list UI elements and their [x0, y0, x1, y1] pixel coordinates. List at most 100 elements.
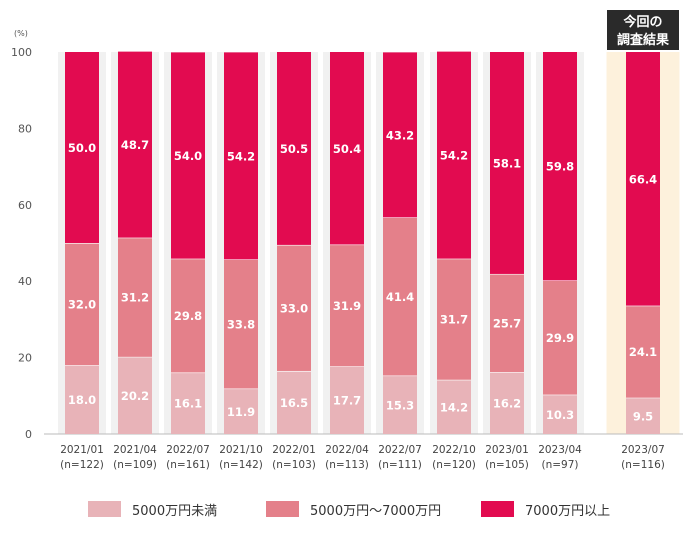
- data-label-4-series-2: 50.5: [280, 142, 308, 156]
- bar-5-series-1: [330, 244, 364, 367]
- bar-10-series-0: [626, 397, 660, 434]
- x-tick-date-4: 2022/01: [272, 444, 316, 456]
- y-tick-label-0: 0: [25, 428, 32, 441]
- highlight-label-line-1: 調査結果: [617, 32, 669, 48]
- bar-0-series-1: [65, 243, 99, 366]
- x-tick-date-2: 2022/07: [166, 444, 210, 456]
- x-tick-n-2: (n=161): [166, 459, 210, 471]
- legend-item-over-70m: 7000万円以上: [481, 497, 610, 521]
- bar-9-series-0: [543, 394, 577, 434]
- bar-0-series-2: [65, 52, 99, 243]
- x-tick-date-7: 2022/10: [432, 444, 476, 456]
- data-label-7-series-1: 31.7: [440, 313, 468, 327]
- bar-3-series-2: [224, 52, 258, 260]
- data-label-7-series-2: 54.2: [440, 149, 468, 163]
- legend-swatch-over-70m: [481, 501, 514, 517]
- data-label-0-series-2: 50.0: [68, 141, 96, 155]
- bar-1-series-1: [118, 237, 152, 357]
- data-label-6-series-0: 15.3: [386, 398, 414, 412]
- data-label-3-series-0: 11.9: [227, 405, 255, 419]
- bar-8-series-0: [490, 372, 524, 434]
- data-label-1-series-1: 31.2: [121, 291, 149, 305]
- x-tick-date-0: 2021/01: [60, 444, 104, 456]
- y-tick-label-20: 20: [18, 352, 32, 365]
- y-tick-label-60: 60: [18, 199, 32, 212]
- highlight-label-line-0: 今回の: [622, 14, 662, 30]
- bar-4-series-2: [277, 52, 311, 245]
- data-label-10-series-2: 66.4: [629, 172, 657, 186]
- data-label-4-series-0: 16.5: [280, 396, 308, 410]
- legend-label-under-50m: 5000万円未満: [132, 503, 218, 519]
- bar-8-series-1: [490, 273, 524, 373]
- highlight-label-box: [607, 10, 679, 50]
- bar-9-series-1: [543, 280, 577, 395]
- data-label-1-series-2: 48.7: [121, 138, 149, 152]
- bar-4-series-1: [277, 244, 311, 371]
- bar-1-series-0: [118, 356, 152, 434]
- data-label-2-series-2: 54.0: [174, 149, 202, 163]
- bar-7-series-2: [437, 51, 471, 259]
- bar-6-series-0: [383, 375, 417, 434]
- x-tick-date-3: 2021/10: [219, 444, 263, 456]
- bar-10-series-1: [626, 305, 660, 398]
- data-label-9-series-2: 59.8: [546, 160, 574, 174]
- data-label-1-series-0: 20.2: [121, 389, 149, 403]
- bar-4-series-0: [277, 370, 311, 434]
- data-label-4-series-1: 33.0: [280, 301, 308, 315]
- x-tick-n-0: (n=122): [60, 459, 104, 471]
- data-label-2-series-0: 16.1: [174, 397, 202, 411]
- data-label-8-series-2: 58.1: [493, 156, 521, 170]
- y-tick-label-40: 40: [18, 275, 32, 288]
- bar-5-series-2: [330, 52, 364, 245]
- x-tick-n-6: (n=111): [378, 459, 422, 471]
- bar-2-series-2: [171, 52, 205, 259]
- x-tick-date-8: 2023/01: [485, 444, 529, 456]
- data-label-0-series-1: 32.0: [68, 298, 96, 312]
- x-tick-n-8: (n=105): [485, 459, 529, 471]
- data-label-6-series-1: 41.4: [386, 290, 414, 304]
- bar-7-series-1: [437, 258, 471, 380]
- bar-2-series-0: [171, 372, 205, 434]
- bar-5-series-0: [330, 366, 364, 434]
- legend-label-50m-70m: 5000万円〜7000万円: [310, 503, 442, 519]
- bar-10-series-2: [626, 52, 660, 306]
- y-tick-label-100: 100: [11, 46, 32, 59]
- x-tick-n-10: (n=116): [621, 459, 665, 471]
- legend-swatch-50m-70m: [266, 501, 299, 517]
- data-label-9-series-1: 29.9: [546, 331, 574, 345]
- bar-3-series-1: [224, 259, 258, 389]
- y-tick-label-80: 80: [18, 122, 32, 135]
- legend-label-over-70m: 7000万円以上: [525, 503, 611, 519]
- x-tick-date-9: 2023/04: [538, 444, 582, 456]
- x-tick-n-4: (n=103): [272, 459, 316, 471]
- data-label-7-series-0: 14.2: [440, 400, 468, 414]
- bar-9-series-2: [543, 52, 577, 281]
- bar-3-series-0: [224, 388, 258, 434]
- bar-7-series-0: [437, 379, 471, 434]
- data-label-3-series-1: 33.8: [227, 317, 255, 331]
- bar-6-series-1: [383, 217, 417, 376]
- bar-1-series-2: [118, 51, 152, 238]
- bar-8-series-2: [490, 52, 524, 274]
- x-tick-n-5: (n=113): [325, 459, 369, 471]
- data-label-5-series-1: 31.9: [333, 299, 361, 313]
- bar-0-series-0: [65, 365, 99, 434]
- y-unit-label: (%): [14, 29, 28, 38]
- data-label-2-series-1: 29.8: [174, 309, 202, 323]
- data-label-10-series-0: 9.5: [633, 409, 653, 423]
- data-label-6-series-2: 43.2: [386, 128, 414, 142]
- data-label-0-series-0: 18.0: [68, 393, 96, 407]
- x-tick-n-1: (n=109): [113, 459, 157, 471]
- x-tick-date-1: 2021/04: [113, 444, 157, 456]
- x-tick-date-6: 2022/07: [378, 444, 422, 456]
- bar-2-series-1: [171, 258, 205, 373]
- data-label-3-series-2: 54.2: [227, 149, 255, 163]
- legend: 5000万円未満 5000万円〜7000万円 7000万円以上: [0, 497, 700, 521]
- bar-6-series-2: [383, 52, 417, 218]
- x-tick-date-10: 2023/07: [621, 444, 665, 456]
- data-label-8-series-0: 16.2: [493, 397, 521, 411]
- x-tick-n-3: (n=142): [219, 459, 263, 471]
- data-label-9-series-0: 10.3: [546, 408, 574, 422]
- data-label-10-series-1: 24.1: [629, 345, 657, 359]
